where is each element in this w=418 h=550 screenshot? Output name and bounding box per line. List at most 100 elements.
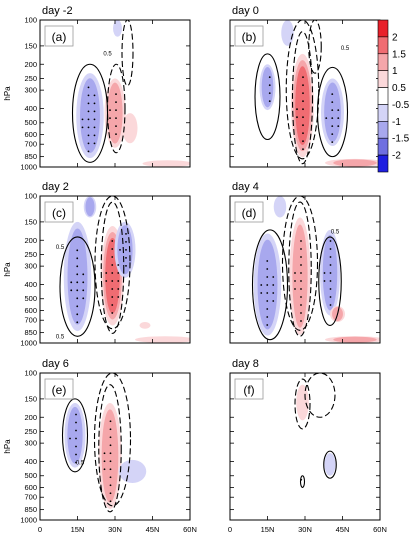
significance-dot: [300, 312, 302, 314]
y-tick-label: 850: [24, 152, 37, 161]
anomaly-shade: [113, 20, 122, 37]
colorbar-label: 2: [392, 32, 398, 43]
y-tick-label: 850: [24, 505, 37, 514]
negative-contour: [98, 384, 122, 513]
significance-dot: [93, 134, 96, 137]
negative-contour: [121, 20, 134, 87]
panel-title: day -2: [42, 5, 73, 17]
y-tick-label: 400: [24, 280, 37, 289]
colorbar-label: 0.5: [392, 83, 406, 94]
significance-dot: [125, 240, 127, 243]
y-tick-label: 850: [24, 328, 37, 337]
y-tick-label: 300: [24, 86, 37, 95]
panel-title: day 0: [232, 5, 259, 17]
colorbar-swatch: [377, 87, 389, 105]
significance-dot: [266, 316, 269, 318]
colorbar-swatch: [377, 137, 389, 156]
anomaly-shade: [118, 459, 147, 483]
significance-dot: [75, 445, 77, 448]
significance-dot: [111, 248, 114, 250]
significance-dot: [337, 125, 340, 128]
significance-dot: [82, 289, 85, 292]
panel-label: (e): [44, 378, 74, 400]
y-tick-label: 700: [24, 140, 37, 149]
panel-title: day 2: [42, 181, 69, 193]
significance-dot: [75, 453, 77, 456]
significance-dot: [302, 108, 304, 111]
negative-contour: [288, 201, 312, 337]
panel-title: day 8: [232, 358, 259, 370]
significance-dot: [109, 109, 111, 112]
y-tick-label: 400: [24, 457, 37, 466]
y-tick-label: 600: [24, 483, 37, 492]
significance-dot: [111, 256, 114, 258]
x-tick-label: 45N: [146, 525, 160, 534]
anomaly-shade: [101, 409, 119, 503]
significance-dot: [302, 116, 304, 119]
significance-dot: [70, 281, 73, 284]
significance-dot: [294, 280, 296, 282]
panel-label-box: [44, 378, 74, 400]
significance-dot: [266, 268, 269, 270]
significance-dot: [111, 240, 114, 242]
significance-dot: [115, 101, 117, 104]
significance-dot: [105, 272, 108, 274]
anomaly-shade: [135, 336, 190, 343]
significance-dot: [93, 94, 96, 97]
y-tick-label: 700: [24, 316, 37, 325]
y-tick-label: 200: [24, 60, 37, 69]
significance-dot: [117, 264, 120, 266]
colorbar-label: 1.5: [392, 49, 406, 60]
significance-dot: [337, 117, 340, 120]
significance-dot: [329, 304, 332, 306]
colorbar-label: -1: [392, 117, 401, 128]
significance-dot: [125, 264, 127, 267]
panel-label: (c): [44, 201, 74, 223]
significance-dot: [115, 125, 117, 128]
colorbar-swatch: [377, 19, 389, 38]
significance-dot: [103, 468, 106, 471]
significance-dot: [109, 444, 112, 447]
positive-contour: [299, 475, 306, 488]
anomaly-shade: [292, 224, 308, 328]
significance-dot: [75, 413, 77, 416]
significance-dot: [111, 296, 114, 298]
panel-label: (d): [234, 201, 264, 223]
significance-dot: [266, 260, 269, 262]
y-tick-label: 1000: [20, 339, 37, 348]
negative-contour: [294, 378, 311, 430]
anomaly-shade: [324, 82, 341, 142]
anomaly-shade: [85, 197, 95, 217]
significance-dot: [111, 304, 114, 306]
colorbar-label: -2: [392, 151, 401, 162]
y-tick-label: 200: [24, 236, 37, 245]
panel-label: (a): [44, 25, 74, 47]
anomaly-shade: [122, 113, 138, 144]
significance-dot: [93, 110, 96, 113]
panel: 0.5 0.5 day 2 (c) 100 150 200 250 300 400 500 60070…: [3, 181, 191, 348]
significance-dot: [260, 284, 263, 286]
y-tick-label: 600: [24, 306, 37, 315]
significance-dot: [109, 500, 112, 503]
significance-dot: [302, 84, 304, 87]
significance-dot: [329, 248, 332, 250]
panel-plot-area: 0.5: [71, 20, 190, 167]
significance-dot: [87, 134, 90, 137]
significance-dot: [87, 126, 90, 129]
y-tick-label: 100: [24, 369, 37, 378]
significance-dot: [119, 248, 121, 251]
significance-dot: [300, 296, 302, 298]
y-tick-label: 500: [24, 471, 37, 480]
significance-dot: [75, 429, 77, 432]
significance-dot: [323, 280, 326, 282]
significance-dot: [296, 116, 298, 119]
significance-dot: [268, 76, 271, 79]
significance-dot: [329, 280, 332, 282]
significance-dot: [69, 437, 71, 440]
panel-label-text: (d): [242, 206, 257, 220]
y-tick-label: 300: [24, 262, 37, 271]
